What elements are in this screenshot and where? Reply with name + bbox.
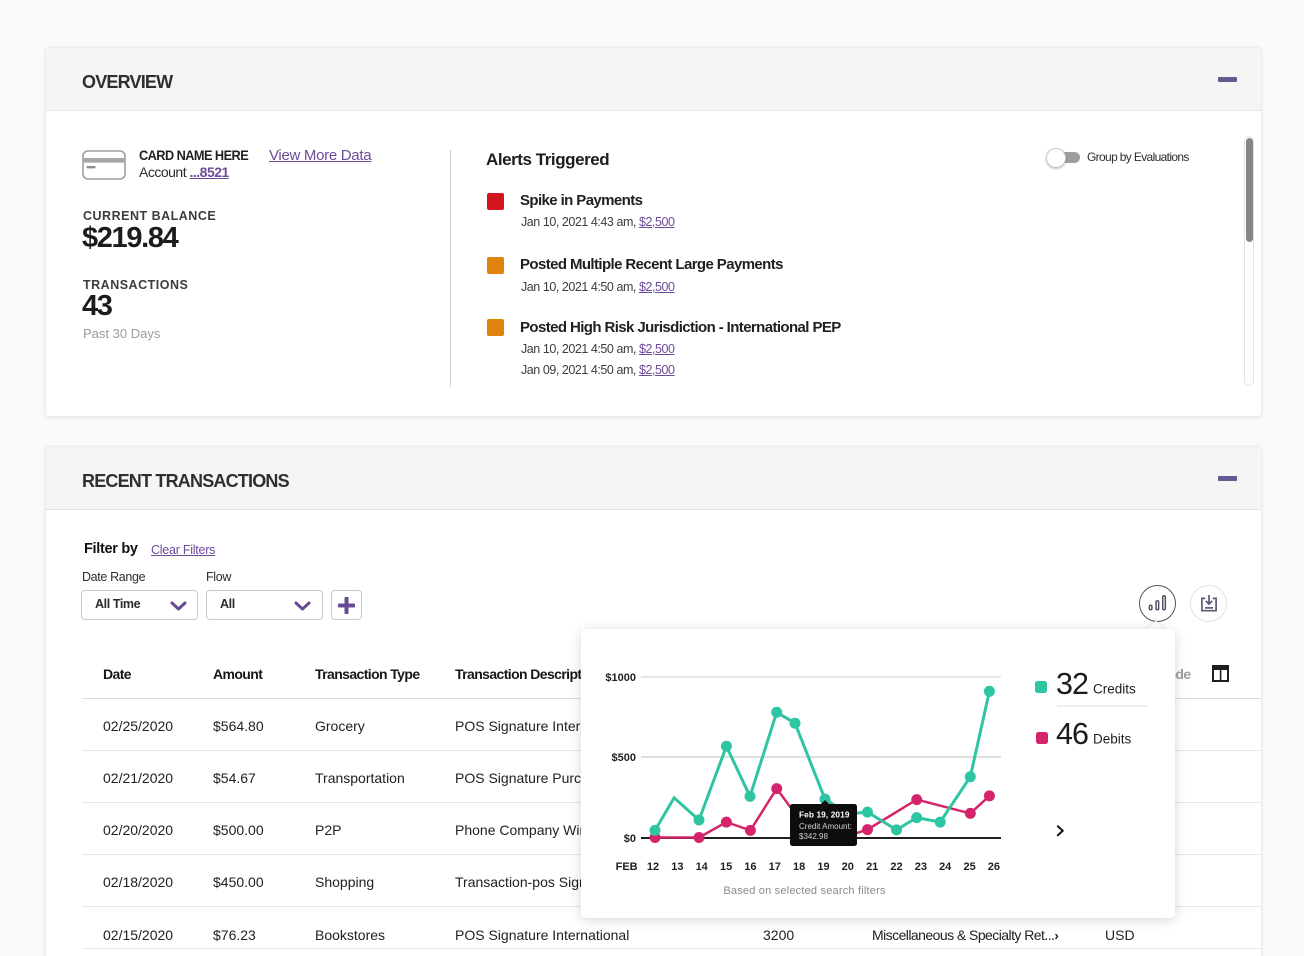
svg-text:21: 21 <box>866 861 878 873</box>
svg-text:20: 20 <box>842 861 854 873</box>
svg-text:46: 46 <box>1056 717 1088 751</box>
svg-text:$0: $0 <box>624 833 636 845</box>
svg-text:Debits: Debits <box>1093 732 1132 747</box>
svg-text:$500: $500 <box>612 752 636 764</box>
svg-text:15: 15 <box>720 861 732 873</box>
svg-text:23: 23 <box>915 861 927 873</box>
svg-text:FEB: FEB <box>616 861 638 873</box>
svg-text:26: 26 <box>988 861 1000 873</box>
svg-text:18: 18 <box>793 861 805 873</box>
svg-text:14: 14 <box>696 861 709 873</box>
svg-text:Feb 19, 2019: Feb 19, 2019 <box>799 810 850 820</box>
svg-text:12: 12 <box>647 861 659 873</box>
svg-text:13: 13 <box>671 861 683 873</box>
svg-text:19: 19 <box>817 861 829 873</box>
svg-text:Credit Amount:: Credit Amount: <box>799 822 852 831</box>
svg-text:$1000: $1000 <box>605 672 636 684</box>
svg-text:22: 22 <box>890 861 902 873</box>
svg-text:Credits: Credits <box>1093 682 1136 697</box>
svg-text:Based on selected search filte: Based on selected search filters <box>723 885 886 897</box>
svg-text:17: 17 <box>769 861 781 873</box>
svg-text:25: 25 <box>963 861 975 873</box>
svg-text:16: 16 <box>744 861 756 873</box>
svg-text:24: 24 <box>939 861 952 873</box>
svg-text:$342.98: $342.98 <box>799 832 828 841</box>
svg-text:32: 32 <box>1056 667 1088 701</box>
